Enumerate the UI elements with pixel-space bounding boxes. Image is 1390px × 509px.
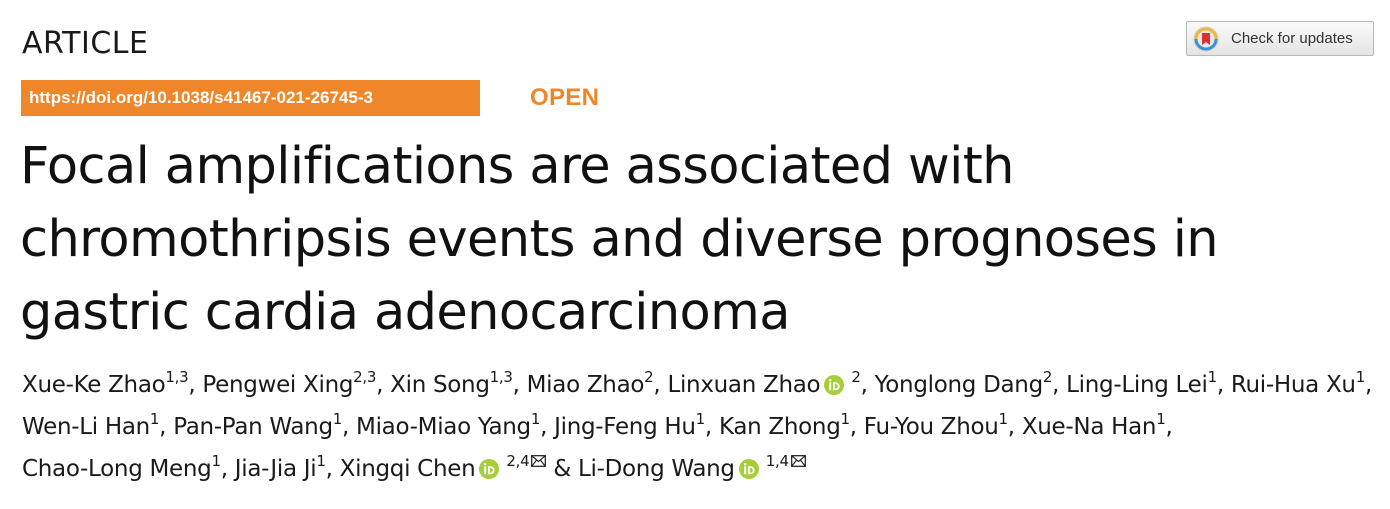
author-name: Xue-Na Han	[1021, 414, 1157, 440]
author-entry: Pan-Pan Wang1	[173, 412, 342, 441]
orcid-icon[interactable]	[824, 375, 845, 395]
author-affiliation: 1	[998, 410, 1009, 428]
author-name: Chao-Long Meng	[22, 456, 212, 482]
author-affiliation: 1	[1207, 368, 1218, 386]
author-affiliation: 1	[530, 410, 541, 428]
orcid-icon[interactable]	[738, 459, 759, 479]
doi-link[interactable]: https://doi.org/10.1038/s41467-021-26745…	[21, 80, 480, 116]
check-for-updates-label: Check for updates	[1231, 30, 1353, 47]
author-name: Fu-You Zhou	[863, 414, 999, 440]
author-name: Jing-Feng Hu	[554, 414, 696, 440]
author-entry: Yonglong Dang2	[874, 370, 1053, 399]
author-name: Miao Zhao	[526, 372, 645, 398]
author-entry: Miao Zhao2	[526, 370, 654, 399]
author-name: Jia-Jia Ji	[234, 456, 317, 482]
author-name: Wen-Li Han	[22, 414, 150, 440]
author-affiliation: 2,3	[353, 368, 377, 386]
orcid-icon[interactable]	[479, 459, 500, 479]
author-affiliation: 1,3	[489, 368, 513, 386]
author-entry: Xue-Ke Zhao1,3	[22, 370, 189, 399]
author-name: Miao-Miao Yang	[356, 414, 531, 440]
author-entry: Pengwei Xing2,3	[202, 370, 376, 399]
author-affiliation: 2	[851, 368, 861, 386]
author-affiliation: 1	[695, 410, 706, 428]
author-entry: Jing-Feng Hu1	[554, 412, 705, 441]
author-entry: Xingqi Chen 2,4	[339, 454, 547, 482]
author-list: Xue-Ke Zhao1,3, Pengwei Xing2,3, Xin Son…	[22, 368, 1372, 483]
crossmark-icon	[1193, 26, 1219, 51]
author-name: Ling-Ling Lei	[1066, 372, 1208, 398]
article-type-label: ARTICLE	[22, 26, 149, 61]
author-affiliation: 1,3	[165, 368, 189, 386]
check-for-updates-button[interactable]: Check for updates	[1186, 21, 1374, 56]
author-entry: Kan Zhong1	[718, 412, 850, 441]
author-affiliation: 2	[644, 368, 654, 386]
author-affiliation: 1,4	[765, 452, 789, 470]
author-name: Yonglong Dang	[874, 372, 1044, 398]
author-affiliation: 1	[332, 410, 343, 428]
author-entry: Li-Dong Wang 1,4	[578, 454, 806, 482]
author-entry: Miao-Miao Yang1	[356, 412, 540, 441]
author-name: Pengwei Xing	[202, 372, 354, 398]
author-entry: Wen-Li Han1	[22, 412, 159, 441]
article-title: Focal amplifications are associated with…	[20, 137, 1219, 342]
author-affiliation: 1	[149, 410, 160, 428]
author-entry: Chao-Long Meng1	[22, 454, 221, 483]
author-affiliation: 1	[211, 452, 221, 470]
author-entry: Ling-Ling Lei1	[1066, 370, 1217, 399]
author-entry: Linxuan Zhao 2	[667, 370, 860, 399]
author-entry: Jia-Jia Ji1	[234, 454, 326, 483]
author-entry: Fu-You Zhou1	[863, 412, 1008, 441]
author-entry: Rui-Hua Xu1	[1230, 370, 1365, 399]
author-name: Kan Zhong	[718, 414, 841, 440]
author-entry: Xue-Na Han1	[1021, 412, 1166, 441]
author-affiliation: 1	[1355, 368, 1366, 386]
author-entry: Xin Song1,3	[390, 370, 513, 399]
author-name: Rui-Hua Xu	[1230, 372, 1356, 398]
author-affiliation: 2	[1042, 368, 1053, 386]
author-name: Xingqi Chen	[339, 456, 476, 482]
author-affiliation: 1	[840, 410, 851, 428]
author-name: Li-Dong Wang	[578, 456, 735, 482]
author-name: Pan-Pan Wang	[173, 414, 333, 440]
author-name: Xin Song	[390, 372, 490, 398]
open-access-label: OPEN	[530, 84, 600, 111]
author-affiliation: 1	[1156, 410, 1166, 428]
mail-icon[interactable]	[531, 455, 547, 467]
mail-icon[interactable]	[790, 455, 806, 467]
author-affiliation: 1	[316, 452, 326, 470]
author-name: Xue-Ke Zhao	[22, 372, 166, 398]
author-affiliation: 2,4	[506, 452, 530, 470]
author-name: Linxuan Zhao	[667, 372, 821, 398]
